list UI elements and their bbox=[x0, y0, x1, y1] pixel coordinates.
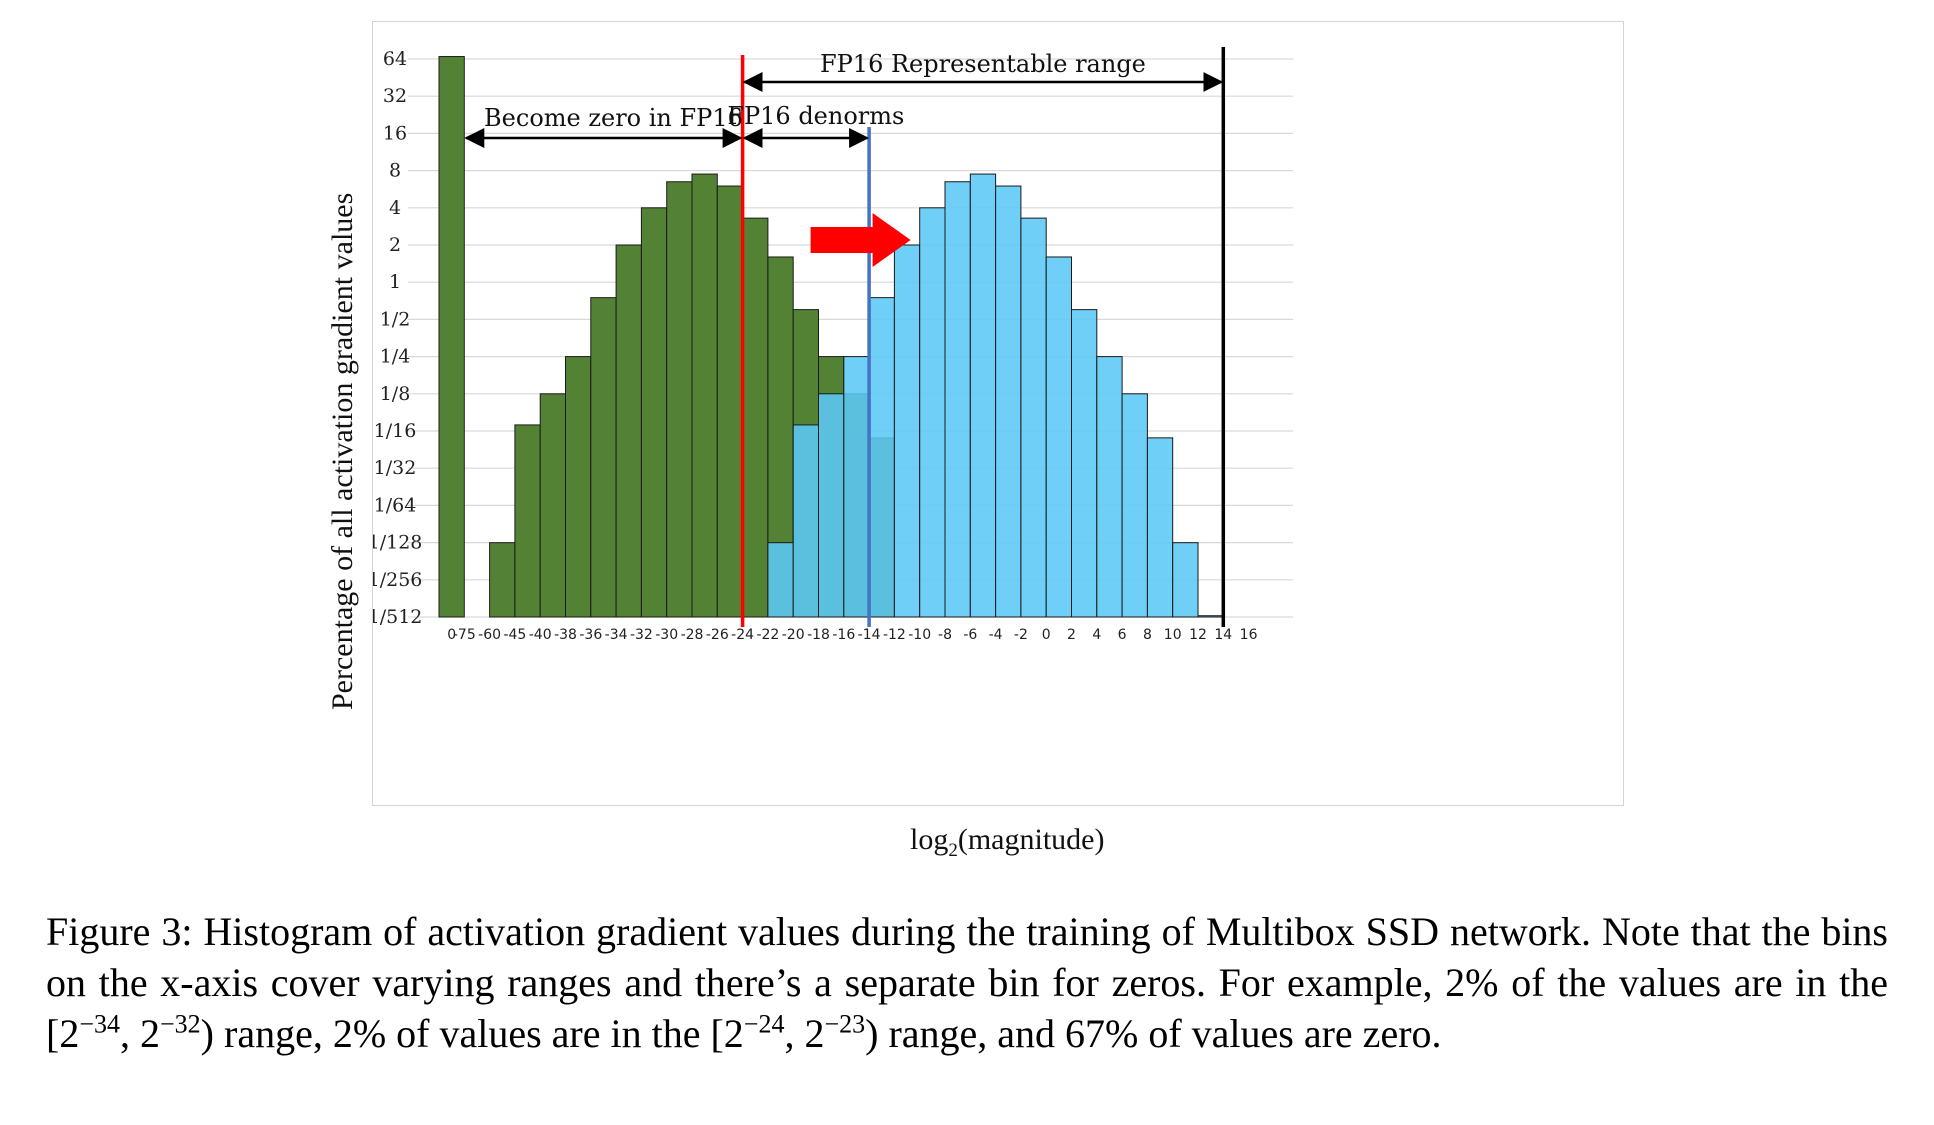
blue-bar bbox=[792, 424, 820, 618]
green-bar bbox=[539, 393, 566, 618]
x-tick-label: -20 bbox=[782, 627, 805, 643]
blue-bar bbox=[818, 393, 845, 618]
y-tick-label: 16 bbox=[383, 122, 407, 144]
y-tick-label: 1/32 bbox=[374, 457, 417, 479]
y-tick-label: 8 bbox=[389, 160, 401, 182]
y-axis-title-wrap: Percentage of all activation gradient va… bbox=[326, 193, 359, 710]
blue-bar bbox=[893, 244, 921, 618]
x-axis-title: log2(magnitude) bbox=[910, 823, 1105, 861]
x-tick-label: -16 bbox=[832, 627, 855, 643]
blue-bar bbox=[1096, 356, 1123, 618]
y-tick-label: 32 bbox=[383, 85, 407, 107]
y-tick-label: 64 bbox=[383, 48, 407, 70]
y-axis-title: Percentage of all activation gradient va… bbox=[326, 193, 359, 710]
histogram-chart: 64321684211/21/41/81/161/321/641/1281/25… bbox=[373, 47, 1293, 643]
blue-bar bbox=[944, 181, 971, 618]
blue-bar bbox=[767, 542, 794, 618]
blue-bar bbox=[1146, 437, 1174, 618]
zero-range-label: Become zero in FP16 bbox=[484, 104, 743, 132]
blue-bar bbox=[1121, 393, 1148, 618]
x-tick-label: 14 bbox=[1214, 627, 1232, 643]
y-tick-label: 1/4 bbox=[380, 346, 411, 368]
x-tick-label: -75 bbox=[453, 627, 476, 643]
x-tick-label: -26 bbox=[706, 627, 729, 643]
green-bar bbox=[438, 56, 465, 618]
x-tick-label: -38 bbox=[554, 627, 577, 643]
blue-bar bbox=[868, 297, 895, 618]
blue-bar bbox=[1071, 309, 1098, 618]
x-tick-label: 0 bbox=[447, 627, 456, 643]
denorm-range-label: FP16 denorms bbox=[727, 102, 904, 130]
x-tick-label: -40 bbox=[529, 627, 552, 643]
y-tick-label: 1/8 bbox=[380, 383, 411, 405]
green-bar bbox=[590, 297, 617, 618]
green-bar bbox=[742, 217, 769, 618]
x-tick-label: 8 bbox=[1143, 627, 1152, 643]
blue-bar bbox=[919, 207, 946, 618]
green-bar bbox=[489, 542, 516, 618]
y-tick-label: 1/512 bbox=[373, 606, 422, 628]
green-bar bbox=[514, 424, 541, 618]
green-bar bbox=[716, 185, 744, 618]
y-tick-label: 2 bbox=[389, 234, 401, 256]
x-tick-label: -60 bbox=[478, 627, 501, 643]
green-bar bbox=[691, 173, 718, 618]
y-tick-label: 1/16 bbox=[374, 420, 417, 442]
x-tick-label: -6 bbox=[963, 627, 977, 643]
x-tick-label: 10 bbox=[1164, 627, 1182, 643]
x-tick-label: 16 bbox=[1240, 627, 1258, 643]
x-tick-label: -14 bbox=[858, 627, 881, 643]
green-bar bbox=[640, 207, 668, 618]
x-tick-label: 12 bbox=[1189, 627, 1207, 643]
x-tick-label: -8 bbox=[938, 627, 952, 643]
x-tick-label: -45 bbox=[503, 627, 526, 643]
green-bar bbox=[615, 244, 642, 618]
x-tick-label: -28 bbox=[681, 627, 704, 643]
x-tick-label: -18 bbox=[807, 627, 830, 643]
x-tick-label: -34 bbox=[605, 627, 628, 643]
x-tick-label: 6 bbox=[1118, 627, 1127, 643]
blue-bar bbox=[1045, 256, 1073, 618]
representable-range-label: FP16 Representable range bbox=[820, 50, 1146, 78]
green-bar bbox=[666, 181, 693, 618]
x-tick-label: -4 bbox=[989, 627, 1003, 643]
y-tick-label: 4 bbox=[389, 197, 401, 219]
green-bar bbox=[565, 356, 592, 618]
x-tick-label: -12 bbox=[883, 627, 906, 643]
chart-frame: 64 32 16 8 4 2 1 1/2 1/4 1/8 1/16 1/32 1/64 1/128 1/25… bbox=[372, 21, 1624, 806]
y-tick-label: 1/256 bbox=[373, 569, 422, 591]
x-tick-label: -32 bbox=[630, 627, 653, 643]
x-tick-label: -2 bbox=[1014, 627, 1028, 643]
figure-caption: Figure 3: Histogram of activation gradie… bbox=[46, 909, 1888, 1056]
x-tick-label: -36 bbox=[579, 627, 602, 643]
x-tick-label: 4 bbox=[1092, 627, 1101, 643]
blue-bar bbox=[1172, 542, 1199, 618]
x-tick-label: -22 bbox=[756, 627, 779, 643]
x-tick-label: -30 bbox=[655, 627, 678, 643]
x-tick-label: -10 bbox=[908, 627, 931, 643]
y-tick-label: 1/128 bbox=[373, 532, 422, 554]
x-tick-label: -24 bbox=[731, 627, 754, 643]
y-tick-label: 1/2 bbox=[380, 308, 411, 330]
blue-bar bbox=[1197, 615, 1224, 618]
blue-bar bbox=[995, 185, 1022, 618]
blue-bar bbox=[969, 173, 997, 618]
y-tick-label: 1/64 bbox=[374, 494, 417, 516]
x-tick-label: 2 bbox=[1067, 627, 1076, 643]
x-tick-label: 0 bbox=[1042, 627, 1051, 643]
shift-arrow bbox=[810, 213, 911, 267]
y-tick-label: 1 bbox=[389, 271, 401, 293]
blue-bar bbox=[1020, 217, 1047, 618]
blue-bar bbox=[843, 356, 870, 618]
